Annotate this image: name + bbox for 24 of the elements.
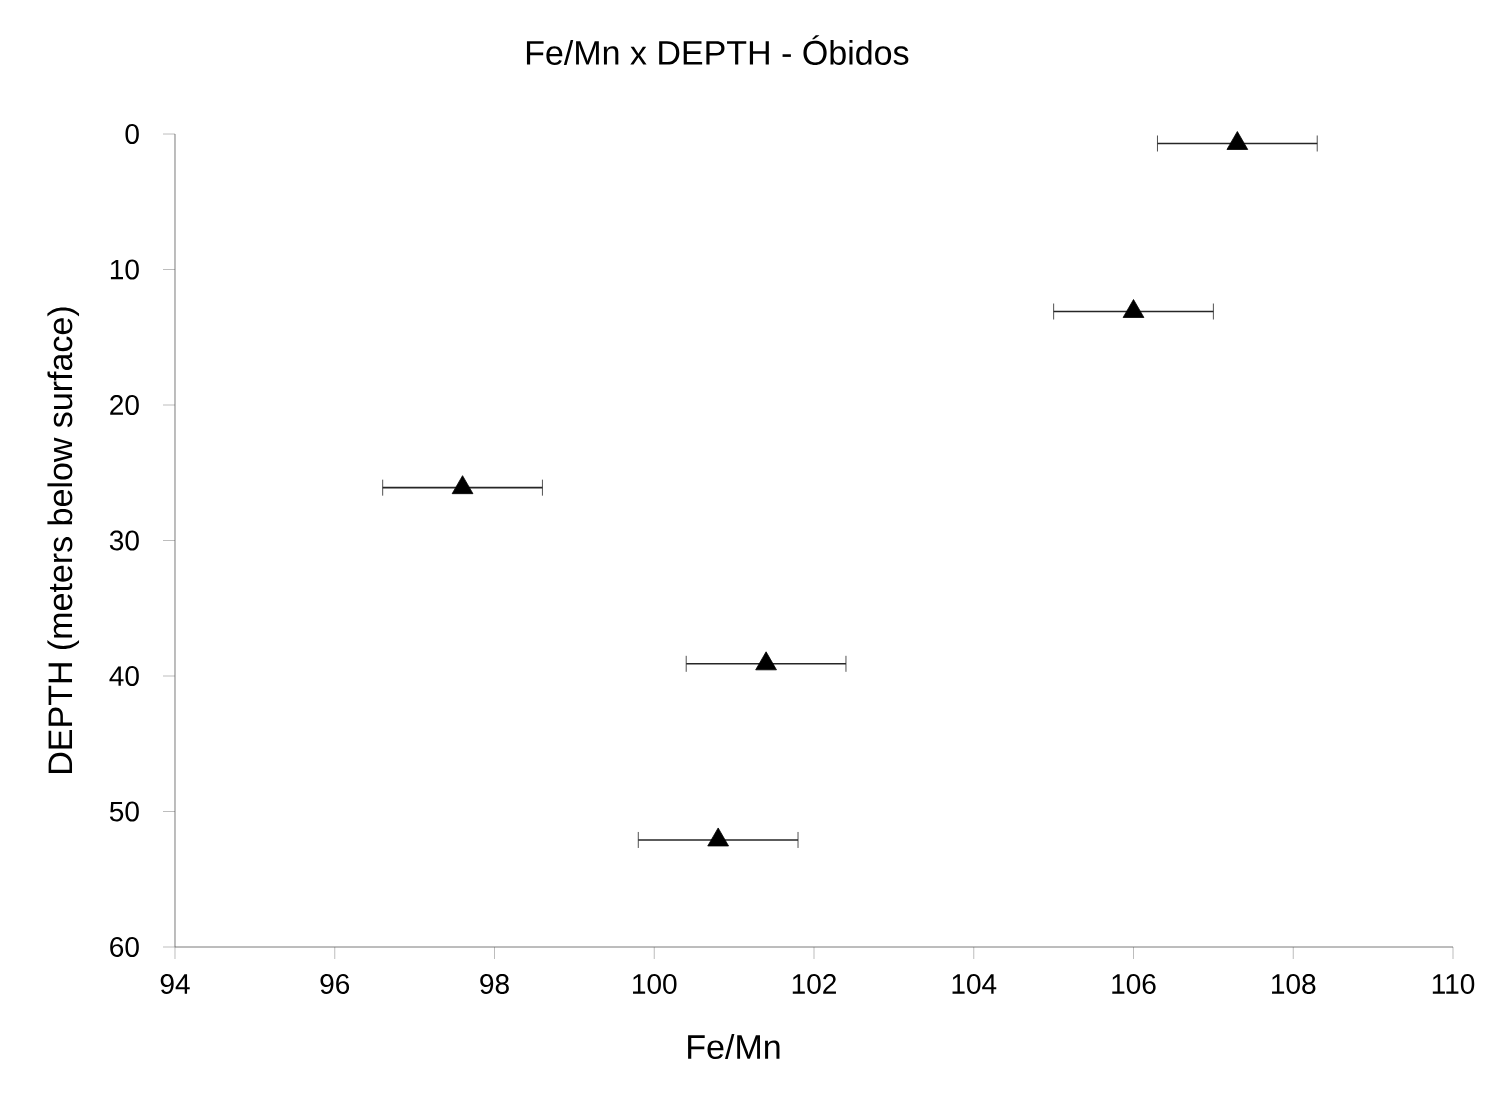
x-tick-label: 94 (160, 974, 190, 994)
y-tick-label: 10 (110, 259, 139, 280)
y-axis-title: DEPTH (meters below surface) (47, 307, 80, 773)
point (451, 475, 474, 495)
x-tick-label: 110 (1432, 974, 1475, 994)
x-tick-label: 108 (1272, 974, 1316, 994)
x-tick-label: 96 (320, 974, 350, 994)
y-tick-label: 30 (109, 530, 139, 551)
point (1122, 299, 1145, 318)
x-axis-title: Fe/Mn (688, 1034, 780, 1060)
y-tick-label: 40 (109, 666, 139, 686)
point (1226, 131, 1249, 150)
point (755, 651, 777, 671)
y-tick-label: 60 (110, 937, 139, 957)
x-tick-label: 102 (792, 974, 836, 994)
y-tick-label: 50 (109, 801, 139, 822)
x-tick-label: 100 (633, 974, 677, 994)
x-tick-label: 106 (1112, 974, 1156, 994)
y-tick-label: 0 (125, 124, 139, 144)
x-tick-label: 98 (480, 974, 509, 994)
point (707, 827, 729, 847)
chart-title: Fe/Mn x DEPTH - Óbidos (526, 35, 909, 65)
y-tick-label: 20 (110, 395, 139, 415)
x-tick-label: 104 (952, 974, 997, 994)
